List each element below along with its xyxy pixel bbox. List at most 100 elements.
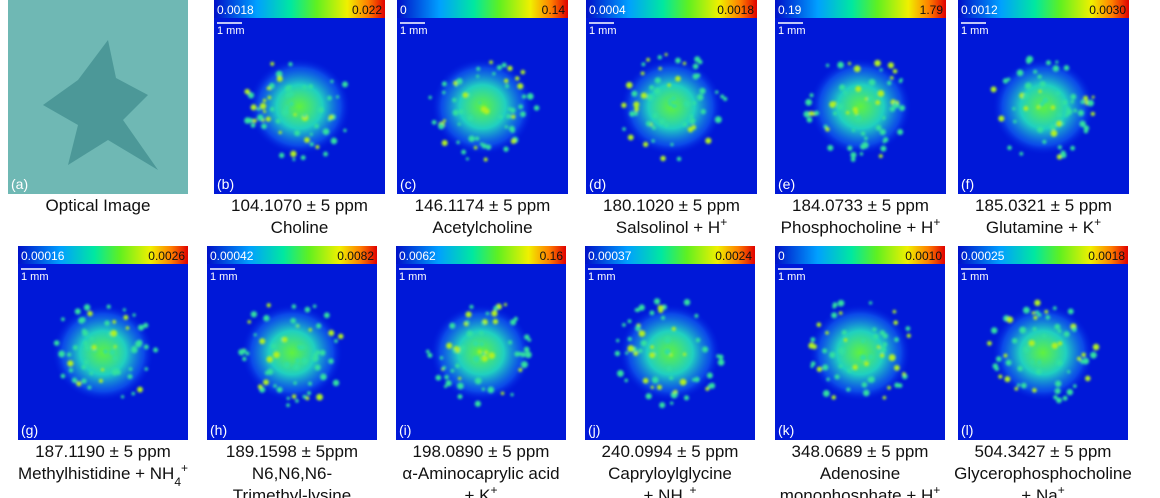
speckle bbox=[851, 128, 856, 132]
speckle bbox=[689, 117, 696, 125]
speckle bbox=[1011, 338, 1018, 344]
speckle bbox=[510, 107, 516, 114]
speckle bbox=[473, 145, 478, 150]
speckle bbox=[304, 306, 311, 313]
speckle bbox=[635, 325, 641, 332]
speckle bbox=[316, 393, 323, 401]
speckle bbox=[656, 384, 663, 390]
speckle bbox=[651, 376, 659, 384]
speckle bbox=[654, 350, 658, 355]
speckle bbox=[457, 122, 461, 126]
speckle bbox=[431, 119, 437, 125]
speckle bbox=[643, 141, 649, 147]
caption-segment: Glycerophosphocholine bbox=[954, 464, 1132, 483]
speckle bbox=[697, 59, 703, 65]
speckle bbox=[267, 368, 274, 375]
speckle bbox=[846, 387, 851, 392]
caption-segment: 104.1070 ± 5 ppm bbox=[231, 196, 368, 215]
speckle bbox=[887, 385, 891, 390]
colorbar-max: 0.0018 bbox=[1088, 249, 1125, 263]
speckle bbox=[450, 368, 455, 373]
caption-segment: 4 bbox=[174, 475, 181, 489]
speckle bbox=[808, 342, 815, 349]
speckle bbox=[112, 355, 118, 361]
speckle bbox=[887, 62, 895, 69]
speckle bbox=[683, 100, 691, 108]
speckle bbox=[83, 340, 89, 346]
caption-segment: monophosphate + H bbox=[780, 486, 934, 498]
speckle bbox=[259, 102, 267, 110]
signal-speckle bbox=[614, 298, 725, 409]
colorbar-min: 0.0012 bbox=[961, 3, 998, 17]
speckle bbox=[74, 308, 81, 315]
speckle bbox=[487, 386, 495, 394]
speckle bbox=[485, 144, 492, 150]
speckle bbox=[308, 84, 313, 89]
caption-line: 189.1598 ± 5ppm bbox=[226, 442, 358, 461]
speckle bbox=[295, 399, 299, 403]
speckle bbox=[465, 320, 470, 324]
speckle bbox=[664, 348, 671, 356]
speckle bbox=[1044, 309, 1049, 314]
speckle bbox=[256, 107, 261, 111]
colorbar-max: 0.0024 bbox=[715, 249, 752, 263]
speckle bbox=[276, 386, 283, 393]
speckle bbox=[263, 379, 269, 386]
speckle bbox=[425, 349, 430, 354]
panel-label: (c) bbox=[400, 176, 416, 192]
speckle bbox=[132, 313, 136, 317]
speckle bbox=[650, 385, 654, 390]
speckle bbox=[1038, 89, 1042, 94]
panel-label: (b) bbox=[217, 176, 234, 192]
speckle bbox=[479, 142, 484, 146]
speckle bbox=[281, 336, 288, 343]
speckle bbox=[315, 323, 322, 329]
speckle bbox=[671, 96, 677, 101]
colorbar-min: 0.19 bbox=[778, 3, 802, 17]
speckle bbox=[84, 345, 91, 351]
speckle bbox=[879, 353, 885, 358]
speckle bbox=[850, 151, 857, 159]
speckle bbox=[1090, 351, 1097, 359]
speckle bbox=[645, 393, 652, 400]
speckle bbox=[675, 75, 681, 82]
speckle bbox=[707, 383, 713, 389]
caption-segment: Adenosine bbox=[820, 464, 900, 483]
speckle bbox=[1022, 306, 1030, 314]
speckle bbox=[1042, 97, 1049, 104]
caption-segment: 184.0733 ± 5 ppm bbox=[792, 196, 929, 215]
speckle bbox=[689, 114, 694, 118]
speckle bbox=[621, 102, 627, 108]
speckle bbox=[137, 386, 143, 393]
speckle bbox=[278, 130, 282, 135]
speckle bbox=[1007, 145, 1012, 151]
speckle bbox=[295, 323, 299, 327]
panel-label: (i) bbox=[399, 422, 411, 438]
speckle bbox=[878, 154, 883, 159]
speckle bbox=[667, 98, 672, 103]
scale-label: 1 mm bbox=[588, 271, 616, 283]
speckle bbox=[268, 82, 275, 89]
speckle bbox=[675, 57, 681, 64]
speckle bbox=[829, 101, 836, 108]
speckle bbox=[1091, 95, 1095, 99]
speckle bbox=[880, 145, 887, 152]
speckle bbox=[481, 355, 488, 362]
speckle bbox=[314, 364, 321, 371]
speckle bbox=[1073, 108, 1077, 113]
speckle bbox=[1017, 365, 1023, 372]
caption-line: Acetylcholine bbox=[432, 218, 532, 237]
colorbar bbox=[396, 246, 566, 264]
colorbar bbox=[18, 246, 188, 264]
speckle bbox=[1082, 357, 1090, 365]
speckle bbox=[288, 62, 293, 67]
speckle bbox=[1054, 323, 1061, 330]
speckle bbox=[484, 350, 489, 355]
speckle bbox=[87, 385, 92, 390]
speckle bbox=[715, 90, 719, 94]
speckle bbox=[341, 81, 348, 88]
speckle bbox=[864, 97, 868, 101]
speckle bbox=[491, 310, 498, 317]
speckle bbox=[682, 122, 687, 127]
colorbar-min: 0.0062 bbox=[399, 249, 436, 263]
